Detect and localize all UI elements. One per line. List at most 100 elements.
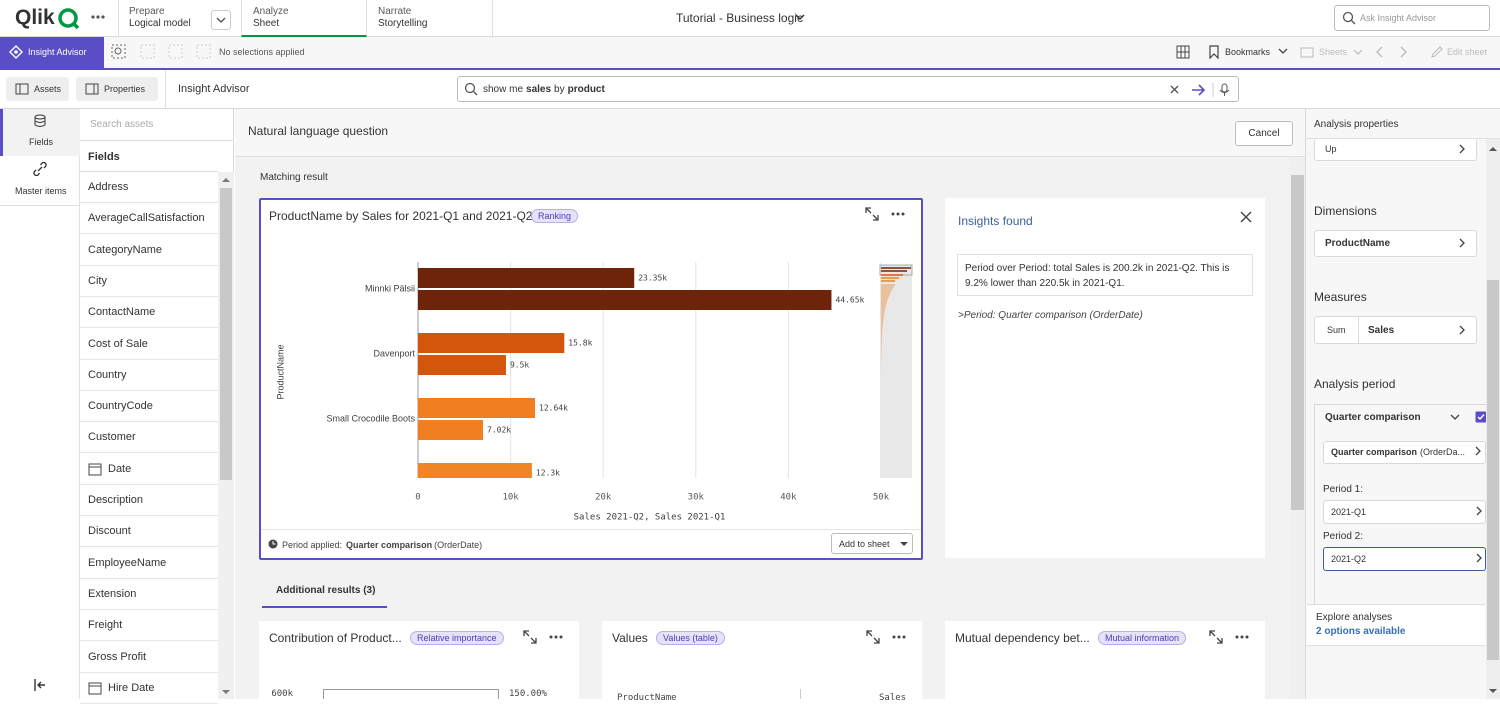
matching-label: Matching result bbox=[260, 172, 328, 183]
subbar-title: Insight Advisor bbox=[178, 83, 250, 95]
assets-search[interactable]: Search assets bbox=[90, 119, 154, 130]
query-text: show me sales by product bbox=[483, 84, 605, 95]
period2-label: Period 2: bbox=[1323, 531, 1364, 542]
field-row[interactable]: AverageCallSatisfaction bbox=[80, 203, 218, 235]
scrollbar-thumb[interactable] bbox=[1291, 175, 1304, 510]
field-row[interactable]: Description bbox=[80, 485, 218, 516]
nav-fields[interactable] bbox=[0, 109, 80, 156]
period1-label: Period 1: bbox=[1323, 484, 1364, 495]
dimension-box[interactable] bbox=[1314, 230, 1477, 257]
chevron[interactable] bbox=[1449, 414, 1461, 422]
field-row[interactable]: Customer bbox=[80, 422, 218, 454]
period-field-rest: (OrderDa... bbox=[1420, 447, 1466, 457]
period-field-box[interactable] bbox=[1323, 441, 1486, 464]
field-row[interactable]: Discount bbox=[80, 516, 218, 548]
value-label: 12.64k bbox=[539, 404, 568, 413]
field-name: Discount bbox=[88, 525, 131, 538]
cancel-button[interactable]: Cancel bbox=[1235, 121, 1293, 146]
additional-tab[interactable]: Additional results (3) bbox=[276, 585, 376, 596]
explore-link[interactable]: 2 options available bbox=[1316, 626, 1406, 637]
top-bar bbox=[0, 0, 1500, 37]
chart-card[interactable] bbox=[259, 198, 923, 560]
properties-label: Properties bbox=[104, 84, 146, 94]
close-icon[interactable] bbox=[1240, 211, 1252, 223]
edit-sheet[interactable]: Edit sheet bbox=[1447, 47, 1488, 57]
field-row[interactable]: Address bbox=[80, 172, 218, 203]
query-box[interactable] bbox=[457, 76, 1239, 102]
field-row[interactable]: Freight bbox=[80, 610, 218, 642]
bar-chart: 0 10k 20k 30k 40k 50k Sales 2021-Q2, Sales 202… bbox=[275, 262, 913, 523]
divider bbox=[165, 70, 166, 108]
field-name: Cost of Sale bbox=[88, 337, 148, 350]
bookmarks[interactable]: Bookmarks bbox=[1225, 47, 1271, 57]
field-row[interactable]: City bbox=[80, 266, 218, 297]
chart-actions[interactable] bbox=[865, 207, 907, 221]
card-actions[interactable] bbox=[866, 630, 908, 644]
card-actions[interactable] bbox=[1209, 630, 1251, 644]
tab-active[interactable] bbox=[241, 0, 367, 37]
field-row[interactable]: Cost of Sale bbox=[80, 329, 218, 360]
tab-label[interactable]: Logical model bbox=[129, 18, 191, 29]
field-row[interactable]: Gross Profit bbox=[80, 642, 218, 673]
icon-part bbox=[902, 635, 906, 639]
field-row[interactable]: Extension bbox=[80, 579, 218, 610]
result-badge: Mutual information bbox=[1098, 631, 1187, 645]
insight-advisor-label: Insight Advisor bbox=[28, 47, 87, 57]
tab-label[interactable]: Storytelling bbox=[378, 18, 428, 29]
sheet-nav[interactable] bbox=[1352, 45, 1412, 59]
bars: 23.35k 44.65k 15.8k 9.5k 12.64k 7.02k 12.3k bbox=[418, 268, 865, 478]
chevron bbox=[1278, 48, 1288, 54]
field-row[interactable]: CategoryName bbox=[80, 235, 218, 266]
properties-button[interactable] bbox=[76, 77, 158, 101]
logo[interactable]: Qlik bbox=[15, 6, 55, 29]
result-title: Values bbox=[612, 631, 648, 645]
explore-box[interactable] bbox=[1307, 604, 1485, 646]
field-name: Country bbox=[88, 368, 127, 381]
measure-box[interactable] bbox=[1314, 316, 1477, 344]
grid-icon[interactable] bbox=[1176, 45, 1190, 59]
checkbox[interactable] bbox=[1475, 411, 1487, 423]
left-nav bbox=[0, 109, 80, 699]
dropdown[interactable] bbox=[211, 10, 231, 30]
field-row[interactable]: EmployeeName bbox=[80, 548, 218, 579]
nav-label[interactable]: Master items bbox=[15, 186, 67, 196]
result-card[interactable] bbox=[602, 621, 922, 699]
search-box[interactable] bbox=[1334, 5, 1490, 31]
divider bbox=[1358, 317, 1359, 343]
bar bbox=[418, 290, 832, 310]
x-tick-label: 0 bbox=[415, 493, 420, 503]
scrollbar-thumb[interactable] bbox=[1487, 280, 1499, 660]
scrollbar-thumb[interactable] bbox=[220, 188, 232, 480]
result-badge: Relative importance bbox=[410, 631, 504, 645]
value-label: 23.35k bbox=[638, 274, 667, 283]
field-row[interactable]: ContactName bbox=[80, 297, 218, 329]
chevron bbox=[795, 14, 805, 21]
field-row[interactable]: Country bbox=[80, 360, 218, 391]
measure: Sales bbox=[1368, 325, 1395, 336]
field-row[interactable]: CountryCode bbox=[80, 391, 218, 423]
result-title: Mutual dependency bet... bbox=[955, 631, 1090, 645]
query-actions[interactable] bbox=[1168, 83, 1238, 97]
period2-box[interactable] bbox=[1323, 547, 1486, 571]
result-title: Contribution of Product... bbox=[269, 631, 402, 645]
field-name: Freight bbox=[88, 619, 123, 632]
card-actions[interactable] bbox=[523, 630, 565, 644]
sheets[interactable]: Sheets bbox=[1319, 47, 1348, 57]
minimap bbox=[880, 265, 912, 478]
field-row[interactable]: Date bbox=[80, 454, 218, 485]
add-to-sheet[interactable]: Add to sheet bbox=[831, 533, 913, 554]
period1-box[interactable] bbox=[1323, 500, 1486, 524]
insights-card bbox=[945, 198, 1265, 558]
x-tick-label: 10k bbox=[502, 493, 519, 503]
divider bbox=[80, 171, 218, 172]
app-title[interactable]: Tutorial - Business logic bbox=[676, 11, 803, 25]
x-tick-label: 40k bbox=[780, 493, 797, 503]
field-row[interactable]: Hire Date bbox=[80, 673, 218, 704]
collapse-icon[interactable] bbox=[33, 678, 47, 692]
properties-title: Analysis properties bbox=[1314, 119, 1399, 130]
more-menu[interactable] bbox=[90, 14, 106, 20]
tab-label[interactable]: Sheet bbox=[253, 18, 280, 29]
period2: 2021-Q2 bbox=[1331, 554, 1367, 564]
up-box[interactable] bbox=[1314, 139, 1477, 161]
